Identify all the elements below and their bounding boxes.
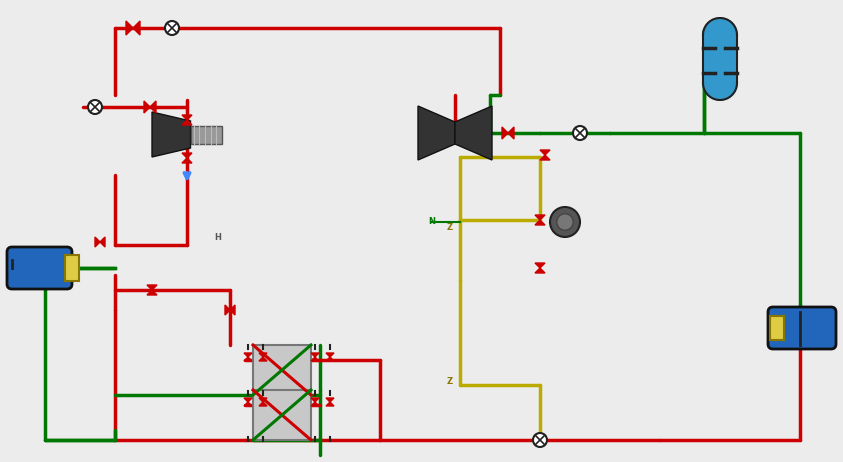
Text: H: H xyxy=(215,233,222,243)
Polygon shape xyxy=(259,402,267,406)
Polygon shape xyxy=(259,357,267,361)
Text: N: N xyxy=(428,218,436,226)
Polygon shape xyxy=(535,263,545,268)
Text: Z: Z xyxy=(447,224,453,232)
Polygon shape xyxy=(535,215,545,220)
Circle shape xyxy=(88,100,102,114)
Polygon shape xyxy=(311,398,319,402)
Polygon shape xyxy=(540,150,550,155)
FancyBboxPatch shape xyxy=(703,35,737,83)
Polygon shape xyxy=(244,357,252,361)
Polygon shape xyxy=(703,83,737,100)
Polygon shape xyxy=(126,21,133,35)
Polygon shape xyxy=(311,402,319,406)
Polygon shape xyxy=(182,158,192,163)
Polygon shape xyxy=(230,305,235,315)
Polygon shape xyxy=(100,237,105,247)
Polygon shape xyxy=(244,353,252,357)
FancyBboxPatch shape xyxy=(253,345,311,395)
Polygon shape xyxy=(326,398,334,402)
Circle shape xyxy=(533,433,547,447)
FancyBboxPatch shape xyxy=(768,307,836,349)
Polygon shape xyxy=(259,353,267,357)
FancyBboxPatch shape xyxy=(191,126,222,144)
Polygon shape xyxy=(326,357,334,361)
Polygon shape xyxy=(182,120,192,125)
Circle shape xyxy=(556,214,573,230)
Polygon shape xyxy=(311,353,319,357)
Circle shape xyxy=(165,21,179,35)
Polygon shape xyxy=(147,285,157,290)
Polygon shape xyxy=(535,268,545,273)
Polygon shape xyxy=(182,115,192,120)
Polygon shape xyxy=(150,101,156,113)
FancyBboxPatch shape xyxy=(770,316,784,340)
Polygon shape xyxy=(502,127,508,139)
Polygon shape xyxy=(244,402,252,406)
Polygon shape xyxy=(326,402,334,406)
Text: Z: Z xyxy=(447,377,453,387)
FancyBboxPatch shape xyxy=(253,390,311,440)
Polygon shape xyxy=(244,398,252,402)
Polygon shape xyxy=(535,220,545,225)
Polygon shape xyxy=(152,112,191,157)
FancyBboxPatch shape xyxy=(65,255,79,281)
Polygon shape xyxy=(418,106,455,160)
Polygon shape xyxy=(455,106,492,160)
Polygon shape xyxy=(540,155,550,160)
Polygon shape xyxy=(259,398,267,402)
Polygon shape xyxy=(144,101,150,113)
FancyBboxPatch shape xyxy=(7,247,72,289)
Polygon shape xyxy=(147,290,157,295)
Polygon shape xyxy=(703,18,737,35)
Polygon shape xyxy=(225,305,230,315)
Circle shape xyxy=(573,126,587,140)
Polygon shape xyxy=(311,357,319,361)
Polygon shape xyxy=(95,237,100,247)
Polygon shape xyxy=(182,153,192,158)
Polygon shape xyxy=(508,127,514,139)
Polygon shape xyxy=(326,353,334,357)
Circle shape xyxy=(550,207,580,237)
Polygon shape xyxy=(133,21,140,35)
